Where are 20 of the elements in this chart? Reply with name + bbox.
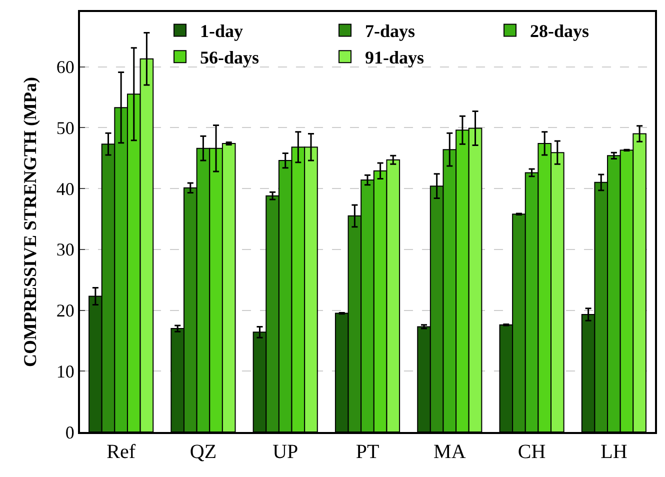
legend-label: 7-days xyxy=(365,21,416,42)
y-tick-label: 10 xyxy=(56,361,74,382)
x-tick-label: PT xyxy=(356,441,380,463)
y-tick-label: 50 xyxy=(56,118,74,138)
y-axis-title: COMPRESSIVE STRENGTH (MPa) xyxy=(20,76,40,368)
x-tick-label: CH xyxy=(518,441,546,463)
y-tick-label: 20 xyxy=(56,300,74,321)
y-tick-label: 0 xyxy=(65,422,74,442)
y-tick-label: 30 xyxy=(56,240,74,260)
x-tick-label: UP xyxy=(272,441,298,463)
y-tick-label: 60 xyxy=(56,57,74,78)
x-tick-label: QZ xyxy=(190,441,217,463)
legend-label: 28-days xyxy=(530,21,590,42)
x-tick-label: Ref xyxy=(106,441,136,463)
x-tick-label: MA xyxy=(434,441,466,463)
legend-label: 91-days xyxy=(365,48,424,68)
legend-label: 1-day xyxy=(200,21,244,42)
y-tick-label: 40 xyxy=(56,178,74,199)
legend-label: 56-days xyxy=(200,48,260,68)
x-tick-label: LH xyxy=(600,441,628,463)
